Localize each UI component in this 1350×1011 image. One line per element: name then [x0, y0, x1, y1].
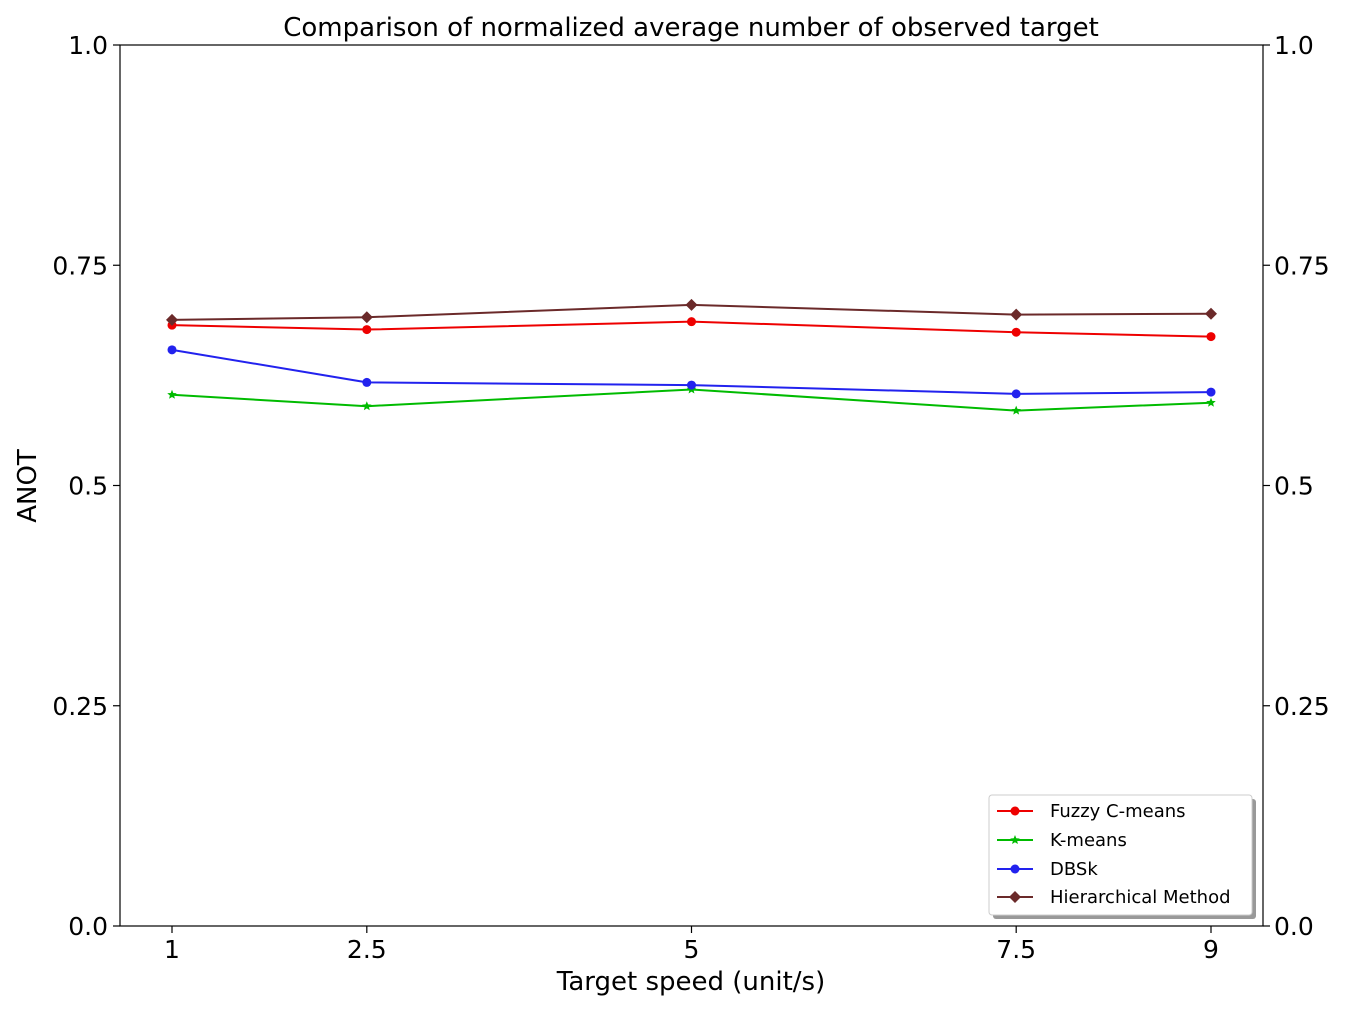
data-point [1010, 308, 1023, 321]
legend-label: DBSk [1050, 859, 1098, 880]
data-point [1011, 389, 1021, 399]
data-point [685, 298, 698, 311]
x-axis-title: Target speed (unit/s) [556, 967, 825, 997]
series-layer [166, 298, 1217, 415]
data-point [1206, 387, 1216, 397]
data-point [1011, 405, 1021, 415]
x-tick-label: 5 [684, 935, 700, 964]
data-point [362, 401, 372, 411]
y-tick-label-right: 1.0 [1274, 31, 1314, 60]
data-point [167, 345, 177, 355]
legend: Fuzzy C-means K-means DBSk Hierarchical Met… [988, 794, 1256, 919]
y-tick-label: 0.0 [68, 912, 108, 941]
data-point [1205, 307, 1217, 320]
series-0 [167, 317, 1216, 342]
series-3 [166, 298, 1217, 326]
y-tick-label-right: 0.75 [1274, 251, 1330, 280]
y-tick-label: 1.0 [68, 31, 108, 60]
legend-box [988, 794, 1253, 916]
chart-title: Comparison of normalized average number … [283, 13, 1099, 43]
y-tick-label-right: 0.25 [1274, 692, 1330, 721]
legend-marker [1009, 891, 1021, 903]
data-point [1206, 332, 1216, 342]
legend-marker [1010, 806, 1020, 816]
plot-frame [119, 44, 1264, 927]
series-2 [167, 345, 1216, 399]
y-tick-label: 0.75 [52, 251, 108, 280]
y-tick-label-right: 0.0 [1274, 912, 1314, 941]
y-axis-right: 0.0 0.25 0.5 0.75 1.0 [1263, 31, 1330, 941]
y-tick-label: 0.5 [68, 472, 108, 501]
data-point [362, 325, 372, 335]
legend-label: Fuzzy C-means [1050, 801, 1186, 822]
legend-marker [1010, 835, 1020, 845]
y-tick-label: 0.25 [52, 692, 108, 721]
data-point [1011, 327, 1021, 337]
legend-label: K-means [1050, 830, 1127, 851]
data-point [687, 380, 696, 390]
y-axis-title: ANOT [13, 449, 43, 523]
y-axis-left: 0.0 0.25 0.5 0.75 1.0 [52, 31, 120, 941]
x-tick-label: 2.5 [347, 935, 387, 964]
x-tick-label: 1 [164, 935, 180, 964]
data-point [687, 317, 696, 327]
legend-label: Hierarchical Method [1050, 887, 1231, 908]
data-point [167, 389, 177, 399]
data-point [360, 311, 373, 324]
data-point [362, 377, 372, 387]
y-tick-label-right: 0.5 [1274, 472, 1314, 501]
x-tick-label: 7.5 [996, 935, 1036, 964]
x-axis: 1 2.5 5 7.5 9 [164, 926, 1219, 964]
x-tick-label: 9 [1203, 935, 1219, 964]
data-point [166, 313, 178, 326]
legend-marker [1010, 864, 1020, 874]
data-point [1206, 397, 1216, 407]
